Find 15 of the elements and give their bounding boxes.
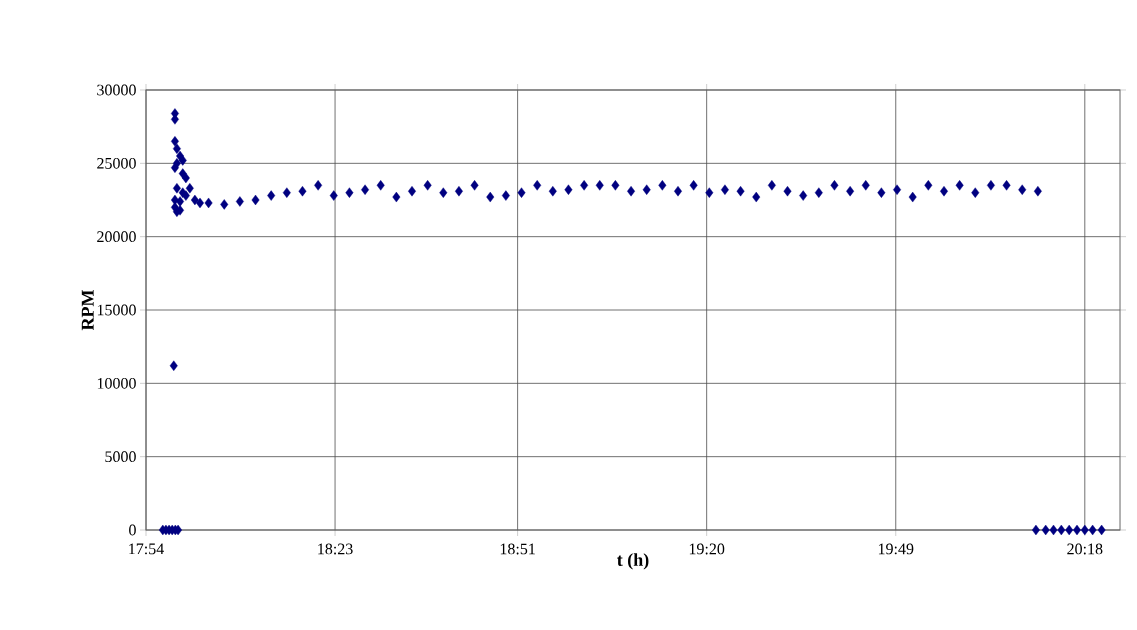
- x-tick-label: 19:20: [689, 543, 725, 555]
- y-axis-title: RPM: [81, 290, 94, 331]
- y-tick-label: 25000: [97, 157, 136, 169]
- x-tick-label: 17:54: [129, 543, 164, 555]
- x-tick-label: 20:18: [1067, 543, 1103, 555]
- y-tick-label: 15000: [97, 304, 136, 316]
- x-tick-label: 19:49: [878, 543, 914, 555]
- y-tick-label: 20000: [97, 231, 136, 243]
- x-tick-label: 18:51: [500, 543, 535, 555]
- y-tick-label: 10000: [97, 377, 136, 389]
- y-tick-label: 30000: [97, 84, 136, 96]
- x-axis-title: t (h): [617, 553, 649, 570]
- y-tick-label: 5000: [105, 451, 136, 463]
- y-tick-label: 0: [129, 524, 136, 536]
- x-tick-label: 18:23: [318, 543, 353, 555]
